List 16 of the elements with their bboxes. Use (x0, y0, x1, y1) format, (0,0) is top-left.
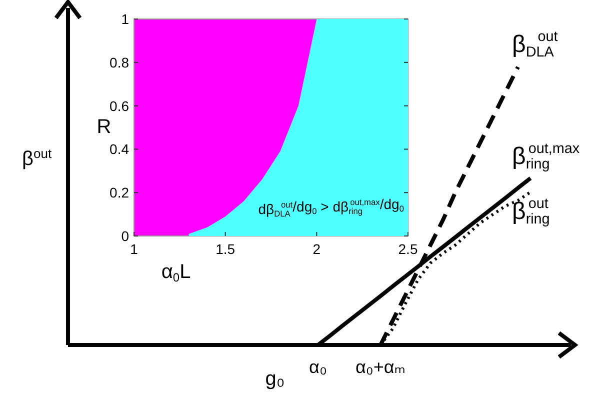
x-tick-label: α₀+αₘ (355, 357, 406, 377)
y-tick-label: 0.8 (110, 54, 130, 70)
x-tick-label: α₀ (309, 357, 327, 377)
x-axis-title: α$_{0}$L (161, 261, 191, 285)
y-axis-title: R (96, 116, 112, 138)
y-tick-label: 1 (121, 11, 130, 27)
y-tick-label: 0.4 (110, 141, 130, 158)
x-tick-label: 2.5 (398, 241, 418, 257)
y-axis-title: β$^{out}$ (22, 146, 52, 170)
y-tick-label: 0.2 (110, 184, 130, 201)
x-tick-label: 1.5 (216, 241, 236, 257)
y-tick-label: 0 (121, 228, 130, 244)
text: dβ$_{DLA}$$^{out}$/dg$_{0}$ > dβ$_{ring}$$^{out,max}$/dg$_{0}$ (258, 196, 404, 219)
x-axis-title: g₀ (265, 368, 285, 390)
y-tick-label: 0.6 (110, 98, 130, 114)
x-tick-label: 2 (312, 241, 321, 257)
